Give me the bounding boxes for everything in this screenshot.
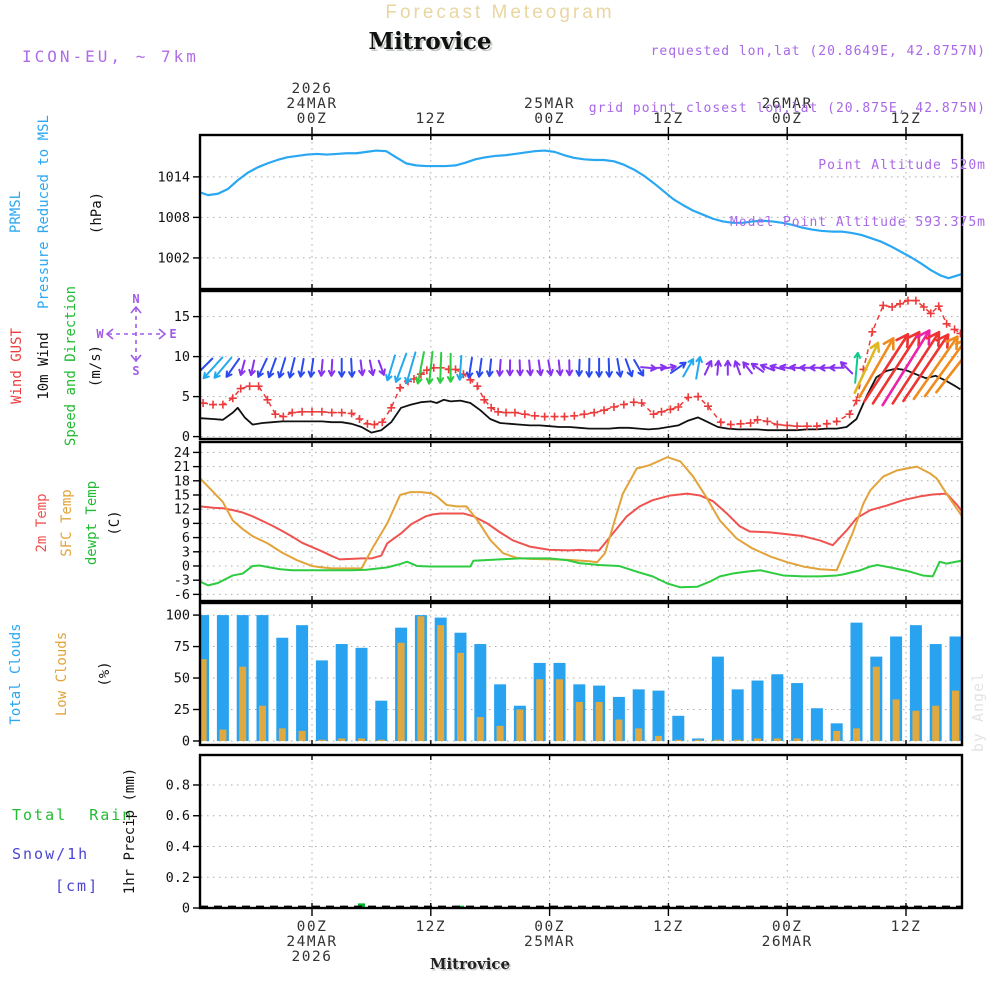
precip-rain-label: Total Rain — [12, 806, 134, 824]
svg-text:25MAR: 25MAR — [524, 934, 575, 950]
svg-text:10: 10 — [174, 349, 190, 365]
svg-text:1014: 1014 — [157, 169, 190, 185]
svg-text:00Z: 00Z — [534, 111, 565, 127]
chart-type-title: Forecast Meteogram — [385, 2, 615, 23]
svg-text:26MAR: 26MAR — [762, 934, 813, 950]
pressure-axis-label-short: PRMSL — [8, 190, 24, 234]
svg-text:24: 24 — [174, 445, 190, 461]
wind-dir-label: Speed and Direction — [63, 285, 79, 447]
meta-gridpoint-lonlat: grid point closest lon,lat (20.875E, 42.… — [588, 101, 986, 116]
svg-text:5: 5 — [182, 389, 190, 405]
svg-text:0: 0 — [182, 429, 190, 445]
svg-text:18: 18 — [174, 473, 190, 489]
temp-2m-label: 2m Temp — [34, 493, 50, 553]
svg-text:S: S — [132, 364, 139, 378]
precip-snow-unit-label: [cm] — [55, 877, 100, 895]
meta-point-altitude: Point Altitude 520m — [818, 158, 986, 173]
temp-axis-unit: (C) — [107, 510, 123, 536]
svg-text:12Z: 12Z — [415, 111, 446, 127]
model-label: ICON-EU, ~ 7km — [22, 47, 199, 66]
request-meta: requested lon,lat (20.8649E, 42.8757N) g… — [386, 4, 986, 270]
svg-text:0.8: 0.8 — [166, 777, 190, 793]
svg-text:50: 50 — [174, 671, 190, 687]
svg-text:E: E — [169, 327, 176, 341]
svg-text:24MAR: 24MAR — [286, 96, 337, 112]
meta-requested-lonlat: requested lon,lat (20.8649E, 42.8757N) — [650, 44, 986, 59]
svg-text:15: 15 — [174, 488, 190, 504]
precip-axis-label: 1hr Precip (mm) — [122, 767, 138, 895]
svg-text:12Z: 12Z — [891, 919, 922, 935]
svg-text:0: 0 — [182, 901, 190, 917]
svg-text:12: 12 — [174, 502, 190, 518]
svg-text:12Z: 12Z — [653, 919, 684, 935]
svg-text:2026: 2026 — [292, 81, 333, 97]
svg-text:26MAR: 26MAR — [762, 96, 813, 112]
clouds-axis-unit: (%) — [97, 661, 113, 687]
pressure-axis-unit: (hPa) — [89, 191, 105, 235]
svg-text:0: 0 — [182, 733, 190, 749]
svg-text:75: 75 — [174, 639, 190, 655]
svg-text:9: 9 — [182, 516, 190, 532]
pressure-axis-label-long: Pressure Reduced to MSL — [36, 115, 52, 309]
svg-text:21: 21 — [174, 459, 190, 475]
svg-text:2026: 2026 — [292, 949, 333, 965]
svg-text:1008: 1008 — [157, 210, 190, 226]
svg-text:1002: 1002 — [157, 250, 190, 266]
svg-text:25MAR: 25MAR — [524, 96, 575, 112]
svg-text:W: W — [96, 327, 104, 341]
svg-text:-3: -3 — [174, 573, 190, 589]
watermark: by Angel — [969, 671, 987, 753]
temp-sfc-label: SFC Temp — [59, 489, 75, 557]
svg-text:12Z: 12Z — [653, 111, 684, 127]
svg-text:0.2: 0.2 — [166, 870, 190, 886]
svg-text:6: 6 — [182, 530, 190, 546]
precip-snow-label: Snow/1h — [12, 845, 90, 863]
svg-text:3: 3 — [182, 544, 190, 560]
svg-text:00Z: 00Z — [297, 111, 328, 127]
wind-gust-label: Wind GUST — [9, 328, 25, 404]
svg-text:15: 15 — [174, 309, 190, 325]
svg-text:100: 100 — [166, 608, 190, 624]
svg-text:-6: -6 — [174, 587, 190, 603]
wind-axis-unit: (m/s) — [88, 344, 104, 388]
svg-text:0.4: 0.4 — [166, 839, 190, 855]
location-title: Mitrovice — [368, 28, 492, 55]
svg-text:00Z: 00Z — [297, 919, 328, 935]
footer-location: Mitrovice — [429, 955, 511, 973]
svg-text:0: 0 — [182, 558, 190, 574]
clouds-total-label: Total Clouds — [8, 623, 24, 725]
svg-text:12Z: 12Z — [415, 919, 446, 935]
svg-text:N: N — [132, 292, 139, 306]
svg-text:24MAR: 24MAR — [286, 934, 337, 950]
wind-10m-label: 10m Wind — [36, 332, 52, 400]
svg-text:00Z: 00Z — [534, 919, 565, 935]
svg-text:25: 25 — [174, 702, 190, 718]
svg-text:00Z: 00Z — [772, 111, 803, 127]
svg-text:00Z: 00Z — [772, 919, 803, 935]
temp-dewpoint-label: dewpt Temp — [84, 480, 100, 566]
clouds-low-label: Low Clouds — [54, 631, 70, 717]
svg-text:12Z: 12Z — [891, 111, 922, 127]
meta-model-altitude: Model Point Altitude 593.375m — [730, 215, 986, 230]
svg-text:0.6: 0.6 — [166, 808, 190, 824]
